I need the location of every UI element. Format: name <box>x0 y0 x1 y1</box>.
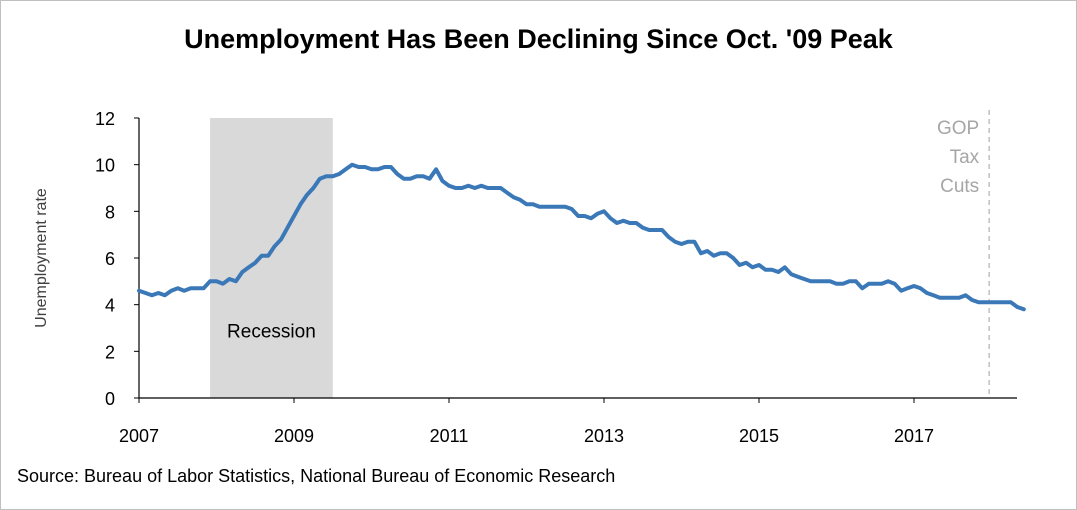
x-tick-label: 2013 <box>584 426 624 446</box>
source-note: Source: Bureau of Labor Statistics, Nati… <box>17 466 616 486</box>
y-axis-label: Unemployment rate <box>33 188 50 328</box>
annotation-line-text: Cuts <box>940 176 979 197</box>
recession-label: Recession <box>227 321 316 342</box>
y-tick-label: 10 <box>95 156 115 176</box>
x-tick-label: 2015 <box>739 426 779 446</box>
x-tick-label: 2009 <box>274 426 314 446</box>
y-tick-group: 0 2 4 6 8 10 12 <box>95 109 139 409</box>
y-tick-label: 12 <box>95 109 115 129</box>
annotation-line-text: Tax <box>950 147 980 168</box>
y-tick-label: 2 <box>105 342 115 362</box>
y-tick-label: 8 <box>105 202 115 222</box>
tax-cuts-annotation: GOP Tax Cuts <box>937 118 980 197</box>
y-tick-label: 0 <box>105 389 115 409</box>
annotation-line-text: GOP <box>937 118 979 139</box>
x-tick-label: 2011 <box>430 426 469 446</box>
series-line-unemployment <box>137 162 1026 312</box>
y-tick-label: 6 <box>105 249 115 269</box>
x-tick-label: 2007 <box>119 426 159 446</box>
x-tick-label: 2017 <box>894 426 934 446</box>
chart-title: Unemployment Has Been Declining Since Oc… <box>184 24 893 54</box>
recession-band <box>210 118 333 398</box>
x-tick-group: 2007 2009 2011 2013 2015 2017 <box>119 398 934 446</box>
y-tick-label: 4 <box>105 296 115 316</box>
